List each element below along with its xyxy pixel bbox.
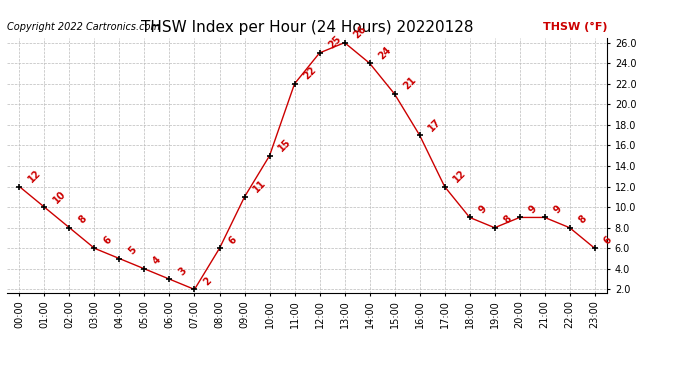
Text: 9: 9 xyxy=(526,203,538,215)
Text: 12: 12 xyxy=(26,168,43,184)
Text: 6: 6 xyxy=(226,234,238,246)
Text: 6: 6 xyxy=(602,234,613,246)
Text: THSW (°F): THSW (°F) xyxy=(543,22,607,32)
Text: 3: 3 xyxy=(177,265,188,277)
Text: 5: 5 xyxy=(126,244,138,256)
Text: 21: 21 xyxy=(402,75,418,92)
Text: 8: 8 xyxy=(577,214,589,225)
Text: 4: 4 xyxy=(151,255,164,267)
Text: 8: 8 xyxy=(77,214,88,225)
Text: 22: 22 xyxy=(302,65,318,82)
Text: 8: 8 xyxy=(502,214,513,225)
Text: 12: 12 xyxy=(451,168,469,184)
Title: THSW Index per Hour (24 Hours) 20220128: THSW Index per Hour (24 Hours) 20220128 xyxy=(141,20,473,35)
Text: 15: 15 xyxy=(277,137,293,154)
Text: 25: 25 xyxy=(326,34,343,51)
Text: 9: 9 xyxy=(477,203,489,215)
Text: 10: 10 xyxy=(51,188,68,205)
Text: 26: 26 xyxy=(351,24,368,40)
Text: 24: 24 xyxy=(377,44,393,61)
Text: Copyright 2022 Cartronics.com: Copyright 2022 Cartronics.com xyxy=(7,22,160,32)
Text: 11: 11 xyxy=(251,178,268,195)
Text: 17: 17 xyxy=(426,116,443,133)
Text: 6: 6 xyxy=(101,234,113,246)
Text: 9: 9 xyxy=(551,203,564,215)
Text: 2: 2 xyxy=(201,275,213,287)
